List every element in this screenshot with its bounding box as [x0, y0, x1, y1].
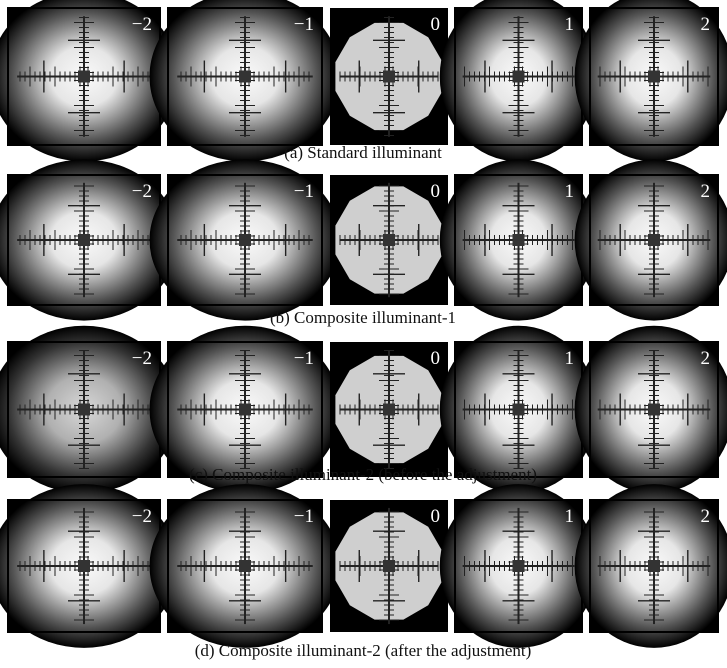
panel-label: −1	[294, 506, 314, 527]
panel-label: 2	[701, 506, 711, 527]
center-grid	[78, 404, 90, 416]
image-panel: −1	[150, 0, 341, 161]
center-grid	[383, 404, 395, 416]
image-panel: −1	[150, 159, 341, 320]
caption: (c) Composite illuminant-2 (before the a…	[189, 465, 537, 484]
center-grid	[78, 560, 90, 572]
center-grid	[78, 234, 90, 246]
center-grid	[78, 71, 90, 83]
panel-label: −2	[132, 506, 152, 527]
panel-label: 0	[431, 506, 441, 527]
center-grid	[383, 234, 395, 246]
center-grid	[513, 71, 525, 83]
image-panel: 1	[440, 159, 597, 320]
panel-label: −2	[132, 14, 152, 35]
center-grid	[513, 560, 525, 572]
panel-label: 1	[565, 181, 575, 202]
panel-label: −1	[294, 348, 314, 369]
panel-label: 2	[701, 348, 711, 369]
image-panel: 0	[330, 175, 448, 305]
center-grid	[648, 71, 660, 83]
panel-label: 2	[701, 181, 711, 202]
image-panel: −1	[150, 484, 341, 648]
panel-label: 1	[565, 14, 575, 35]
image-panel: 1	[440, 0, 597, 161]
panel-label: 0	[431, 181, 441, 202]
image-panel: 2	[575, 326, 727, 493]
center-grid	[239, 234, 251, 246]
image-panel: 0	[330, 500, 448, 632]
center-grid	[239, 560, 251, 572]
center-grid	[239, 71, 251, 83]
panel-label: 1	[565, 506, 575, 527]
center-grid	[383, 560, 395, 572]
center-grid	[648, 404, 660, 416]
caption: (a) Standard illuminant	[284, 143, 442, 162]
figure: −2 −1 0 1 2 (a) Standard illuminant −2 −1 0 1 2 (b)…	[0, 0, 727, 668]
panel-label: 1	[565, 348, 575, 369]
panel-label: −1	[294, 181, 314, 202]
caption: (b) Composite illuminant-1	[270, 308, 456, 327]
image-panel: 0	[330, 342, 448, 477]
image-panel: 0	[330, 8, 448, 145]
center-grid	[239, 404, 251, 416]
center-grid	[648, 234, 660, 246]
image-panel: 2	[575, 484, 727, 648]
panel-label: 0	[431, 14, 441, 35]
image-panel: 2	[575, 159, 727, 320]
panel-label: 0	[431, 348, 441, 369]
image-panel: 1	[440, 484, 597, 648]
center-grid	[383, 71, 395, 83]
center-grid	[513, 404, 525, 416]
center-grid	[513, 234, 525, 246]
panel-label: −2	[132, 181, 152, 202]
image-panel: 2	[575, 0, 727, 161]
panel-label: −2	[132, 348, 152, 369]
panel-label: −1	[294, 14, 314, 35]
caption: (d) Composite illuminant-2 (after the ad…	[195, 641, 532, 660]
panel-label: 2	[701, 14, 711, 35]
center-grid	[648, 560, 660, 572]
